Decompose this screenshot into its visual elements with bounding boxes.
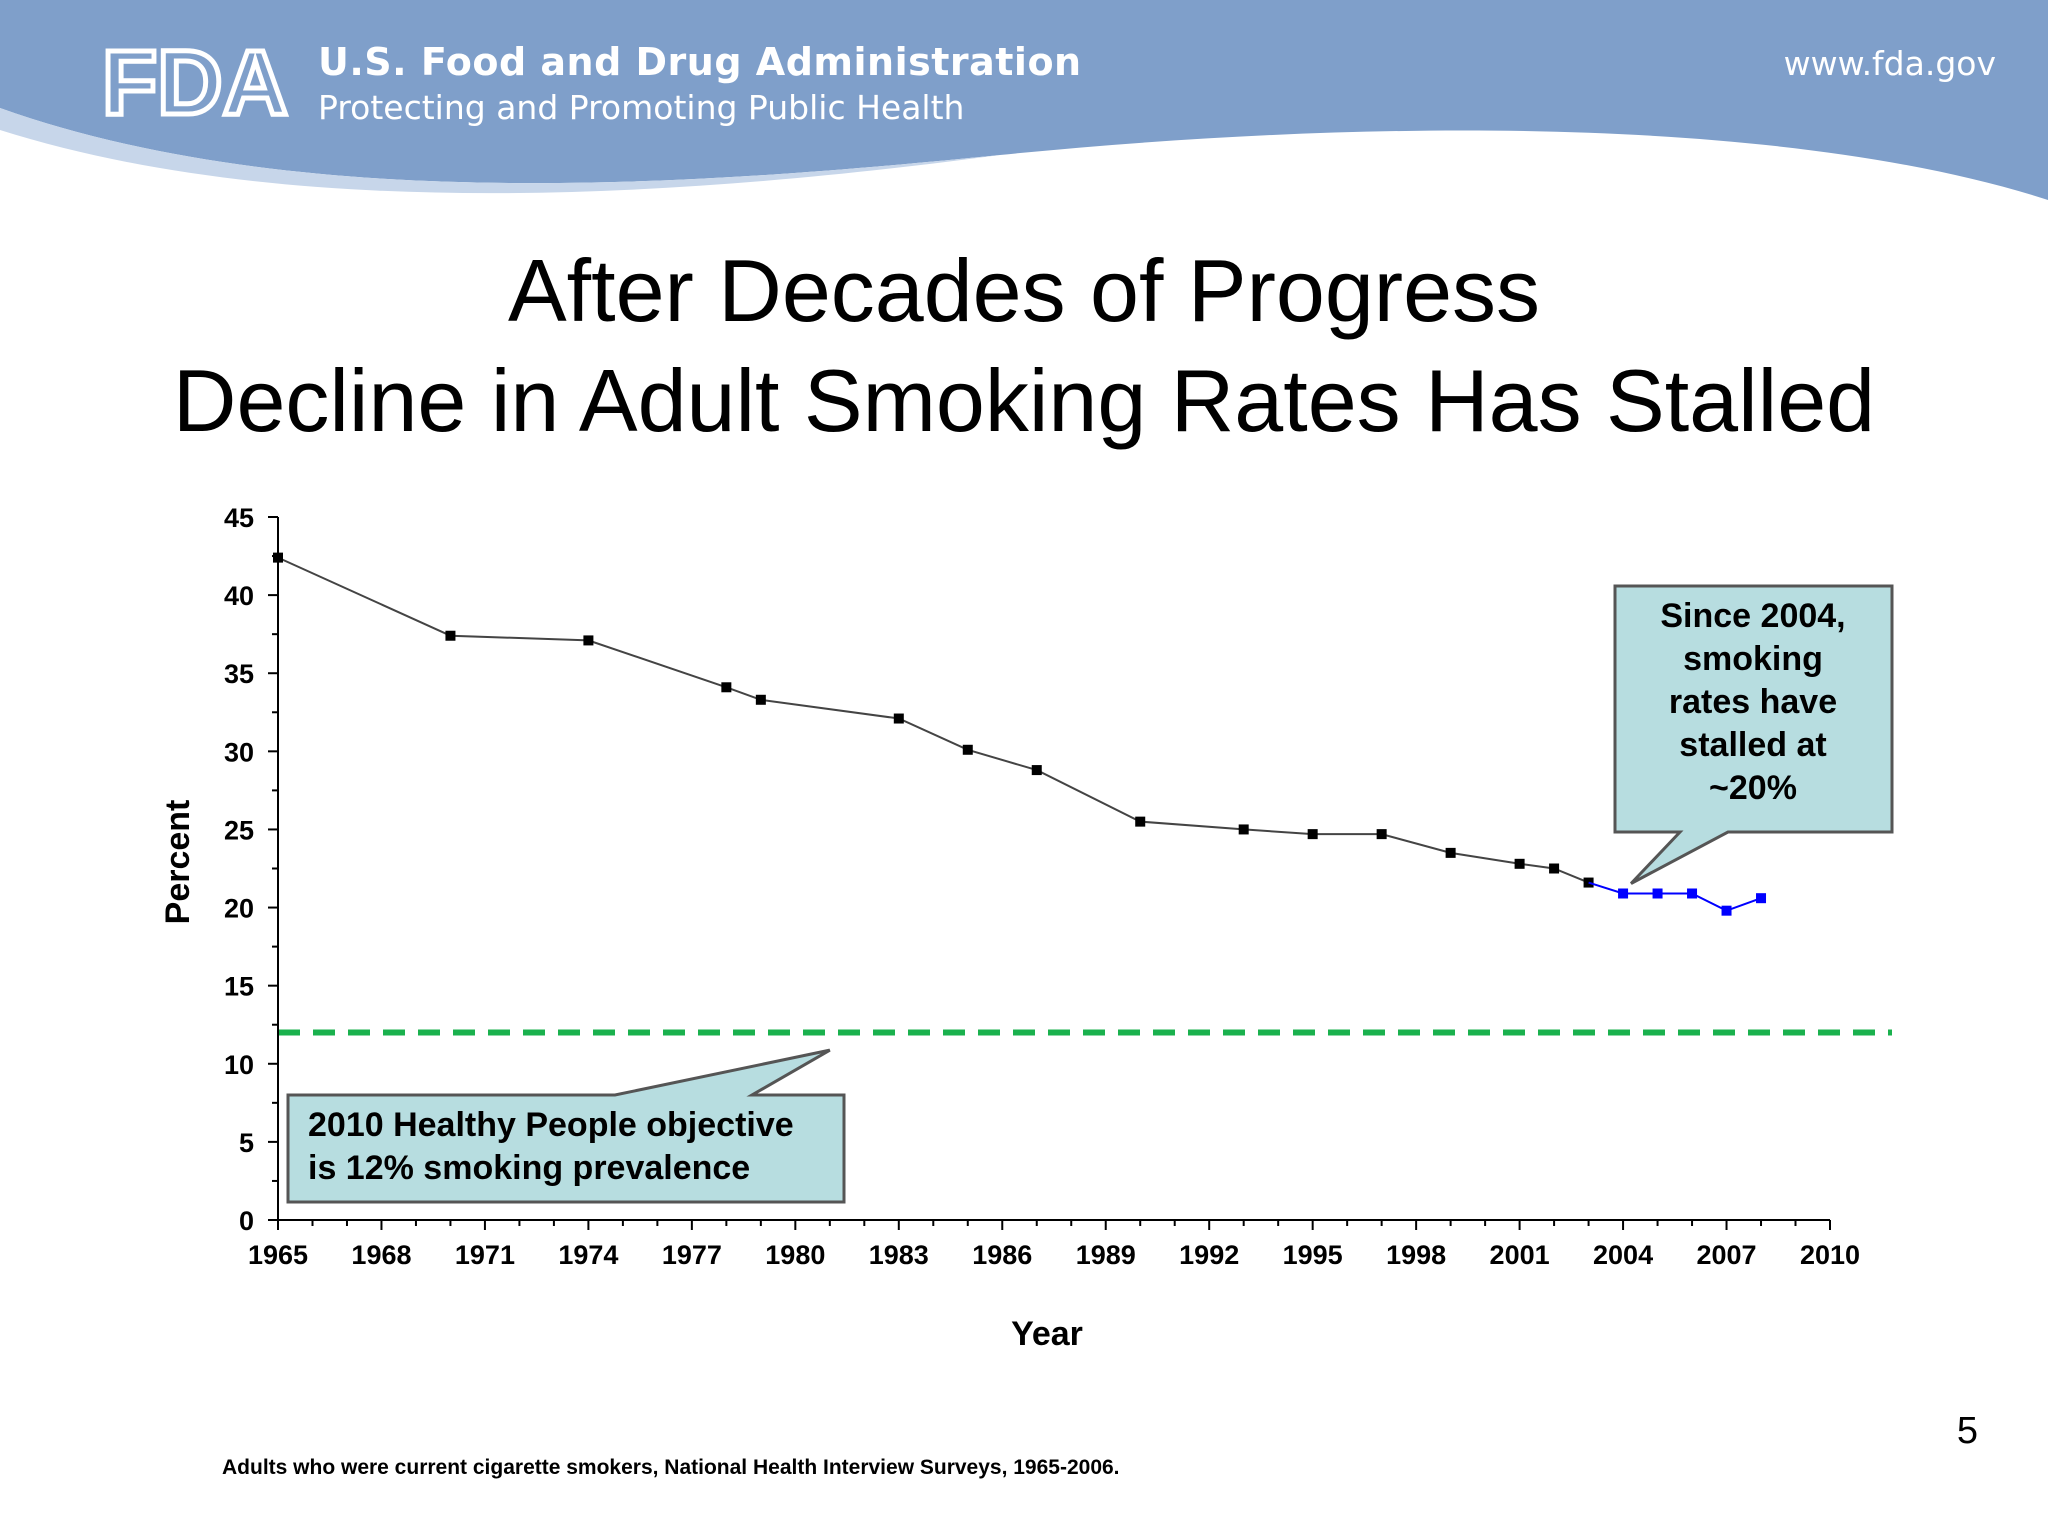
- fda-logo-text: FDA: [102, 42, 288, 122]
- series-line: [1588, 881, 1762, 912]
- x-tick-label: 1977: [662, 1240, 722, 1270]
- x-tick-label: 2007: [1696, 1240, 1756, 1270]
- data-point-marker: [962, 744, 973, 755]
- org-name: U.S. Food and Drug Administration: [318, 40, 1082, 84]
- banner-shape: [0, 0, 2048, 200]
- callout-objective-text: 2010 Healthy People objective is 12% smok…: [308, 1104, 848, 1190]
- x-tick-label: 1995: [1283, 1240, 1343, 1270]
- data-point-marker: [1549, 863, 1560, 874]
- org-tagline: Protecting and Promoting Public Health: [318, 88, 965, 127]
- x-tick-label: 1989: [1076, 1240, 1136, 1270]
- x-tick-label: 1974: [558, 1240, 618, 1270]
- data-point-marker: [1135, 816, 1146, 827]
- y-tick-label: 15: [224, 972, 254, 1002]
- x-axis-title: Year: [1011, 1315, 1083, 1353]
- y-tick-label: 10: [224, 1050, 254, 1080]
- data-point-marker: [1652, 888, 1663, 899]
- website-link[interactable]: www.fda.gov: [1783, 44, 1996, 83]
- data-point-marker: [583, 635, 594, 646]
- y-tick-label: 40: [224, 581, 254, 611]
- y-tick-label: 25: [224, 815, 254, 845]
- data-point-marker: [273, 552, 283, 563]
- callout-stalled-line: rates have: [1668, 683, 1838, 721]
- x-tick-label: 2001: [1490, 1240, 1550, 1270]
- y-tick-label: 0: [239, 1206, 254, 1236]
- y-tick-label: 5: [239, 1128, 254, 1158]
- x-tick-label: 1983: [869, 1240, 929, 1270]
- x-tick-label: 1980: [765, 1240, 825, 1270]
- x-tick-label: 2004: [1593, 1240, 1653, 1270]
- data-point-marker: [1514, 858, 1525, 869]
- data-point-marker: [1307, 829, 1318, 840]
- data-point-marker: [1445, 847, 1456, 858]
- callout-objective-box: [286, 1048, 846, 1204]
- callout-stalled-line: ~20%: [1709, 769, 1797, 807]
- x-tick-label: 1965: [248, 1240, 308, 1270]
- data-point-marker: [893, 713, 904, 724]
- data-point-marker: [1583, 877, 1594, 888]
- data-point-marker: [1618, 888, 1629, 899]
- x-tick-label: 1968: [351, 1240, 411, 1270]
- callout-objective-line: 2010 Healthy People objective: [308, 1106, 794, 1144]
- series-line: [277, 556, 1589, 884]
- data-point-marker: [1687, 888, 1698, 899]
- x-tick-label: 2010: [1800, 1240, 1860, 1270]
- callout-stalled-line: Since 2004,: [1660, 597, 1846, 635]
- data-point-marker: [1238, 824, 1249, 835]
- y-tick-label: 45: [224, 503, 254, 533]
- callout-stalled-text: Since 2004, smoking rates have stalled at ~2…: [1614, 595, 1892, 810]
- callout-stalled-line: stalled at: [1679, 726, 1827, 764]
- page-number: 5: [1956, 1410, 1978, 1452]
- header-banner: FDA U.S. Food and Drug Administration Pr…: [0, 0, 2048, 220]
- y-tick-label: 35: [224, 659, 254, 689]
- x-tick-label: 1986: [972, 1240, 1032, 1270]
- callout-stalled-box: [1613, 584, 1894, 885]
- data-point-marker: [445, 630, 456, 641]
- data-point-marker: [721, 682, 732, 693]
- y-tick-label: 30: [224, 737, 254, 767]
- data-point-marker: [1721, 905, 1732, 916]
- source-note: Adults who were current cigarette smoker…: [222, 1456, 1120, 1479]
- y-tick-label: 20: [224, 894, 254, 924]
- slide-title-line2: Decline in Adult Smoking Rates Has Stall…: [172, 351, 1876, 450]
- fda-logo: FDA: [102, 42, 291, 122]
- callout-stalled-line: smoking: [1683, 640, 1823, 678]
- callout-objective-line: is 12% smoking prevalence: [308, 1149, 751, 1187]
- data-point-marker: [1756, 893, 1767, 904]
- x-tick-label: 1971: [455, 1240, 515, 1270]
- x-tick-label: 1992: [1179, 1240, 1239, 1270]
- x-tick-label: 1998: [1386, 1240, 1446, 1270]
- data-point-marker: [755, 694, 766, 705]
- data-point-marker: [1376, 829, 1387, 840]
- data-point-marker: [1031, 765, 1042, 776]
- y-axis-title: Percent: [159, 800, 197, 925]
- slide-title-line1: After Decades of Progress: [507, 241, 1541, 340]
